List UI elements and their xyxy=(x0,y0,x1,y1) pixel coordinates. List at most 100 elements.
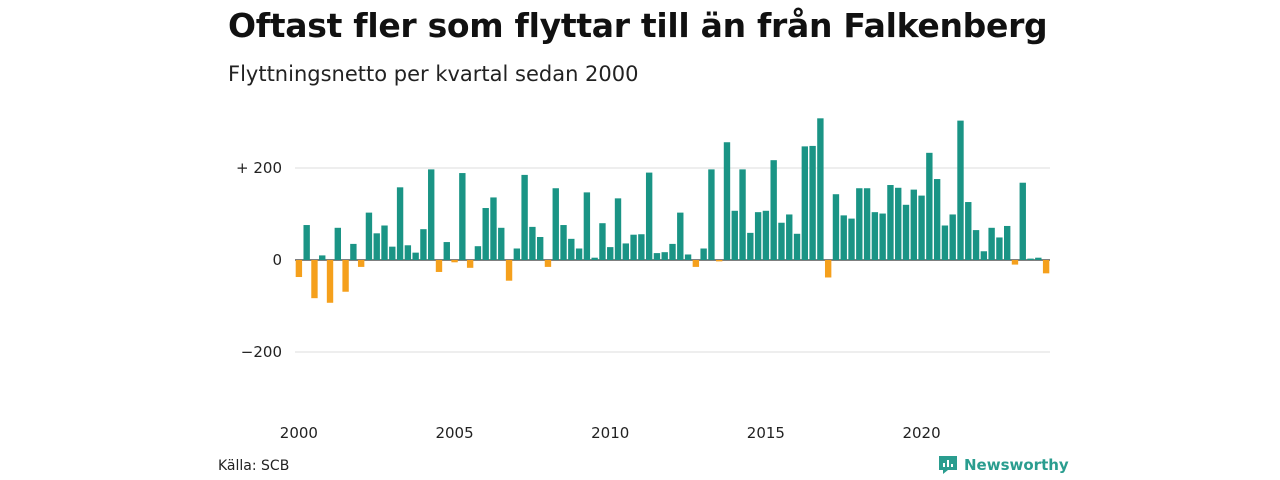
bar xyxy=(669,243,676,260)
bar xyxy=(466,260,474,268)
bar xyxy=(389,246,396,260)
bar xyxy=(420,229,427,260)
bar xyxy=(544,260,552,267)
bar xyxy=(809,145,816,260)
x-tick-label: 2000 xyxy=(280,424,318,442)
bar xyxy=(404,245,412,260)
bar xyxy=(575,248,583,260)
x-axis-labels: 2000 2005 2010 2015 2020 xyxy=(280,424,941,442)
bar xyxy=(357,260,365,267)
bar xyxy=(350,243,357,260)
bar xyxy=(482,208,489,260)
bar xyxy=(435,260,443,272)
bar xyxy=(365,212,373,260)
bar xyxy=(607,247,614,260)
bar xyxy=(762,210,770,260)
bar xyxy=(381,225,388,260)
bar xyxy=(568,238,575,260)
bar xyxy=(856,188,863,260)
bar xyxy=(793,233,801,260)
bar xyxy=(677,212,684,260)
bar xyxy=(653,253,661,260)
bar xyxy=(1027,258,1034,260)
y-axis-labels: + 200 0 −200 xyxy=(236,159,282,361)
bar xyxy=(957,120,964,261)
x-tick-label: 2010 xyxy=(591,424,629,442)
bar xyxy=(996,237,1003,260)
bar xyxy=(529,226,536,260)
bar xyxy=(583,192,591,260)
bar xyxy=(591,257,598,260)
bar xyxy=(498,227,505,260)
bar xyxy=(614,198,622,260)
y-tick-label: −200 xyxy=(241,343,282,361)
bar xyxy=(560,225,567,260)
bar xyxy=(638,234,645,260)
brand-name: Newsworthy xyxy=(964,456,1069,474)
bar xyxy=(754,212,762,260)
x-tick-label: 2005 xyxy=(435,424,473,442)
bar xyxy=(887,185,894,260)
bar xyxy=(622,243,629,260)
bar xyxy=(848,218,855,260)
bar xyxy=(1042,260,1050,274)
bar xyxy=(505,260,513,281)
bar xyxy=(326,260,334,303)
bars xyxy=(295,118,1050,303)
bar xyxy=(521,174,528,260)
bar xyxy=(739,169,746,260)
bar xyxy=(451,260,458,263)
bar xyxy=(918,195,925,260)
bar xyxy=(700,248,707,260)
bar xyxy=(863,188,871,260)
bar xyxy=(933,179,941,260)
bar xyxy=(747,232,754,260)
bar xyxy=(949,214,956,260)
bar xyxy=(412,252,419,260)
bar xyxy=(373,233,380,260)
bar xyxy=(295,260,303,278)
bar xyxy=(490,197,497,260)
bar xyxy=(334,227,341,260)
bar xyxy=(1019,182,1026,260)
bar xyxy=(630,234,637,260)
bar xyxy=(817,118,824,260)
bar xyxy=(824,260,832,278)
source-note: Källa: SCB xyxy=(218,458,290,474)
x-tick-label: 2020 xyxy=(902,424,940,442)
bar xyxy=(661,252,668,260)
bar xyxy=(459,173,466,260)
bar xyxy=(1035,257,1042,260)
bar xyxy=(692,260,700,267)
bar xyxy=(716,260,723,262)
bar xyxy=(770,160,777,260)
bar xyxy=(708,169,715,260)
bar xyxy=(980,251,988,260)
bar xyxy=(1011,260,1019,265)
bar xyxy=(926,152,933,260)
bar xyxy=(723,142,731,260)
brand-logo[interactable]: Newsworthy xyxy=(938,455,1069,475)
y-tick-label: + 200 xyxy=(236,159,282,177)
bar xyxy=(840,215,847,260)
bar xyxy=(910,189,917,260)
x-tick-label: 2015 xyxy=(747,424,785,442)
bar xyxy=(988,227,995,260)
bar xyxy=(902,204,910,260)
bar xyxy=(965,202,972,260)
bar-chart: + 200 0 −200 2000 2005 2010 2015 2020 xyxy=(236,118,1050,442)
bar xyxy=(832,194,840,260)
bar xyxy=(731,210,738,260)
bar xyxy=(513,248,521,260)
bar xyxy=(895,187,902,260)
bar xyxy=(599,223,606,260)
bar xyxy=(1004,225,1011,260)
bar xyxy=(801,146,809,260)
bar xyxy=(536,237,544,260)
chart-title: Oftast fler som flyttar till än från Fal… xyxy=(228,6,1048,45)
bar xyxy=(879,213,886,260)
bar xyxy=(941,225,949,260)
bar xyxy=(474,246,482,260)
bar xyxy=(684,254,692,260)
bar xyxy=(778,222,785,260)
